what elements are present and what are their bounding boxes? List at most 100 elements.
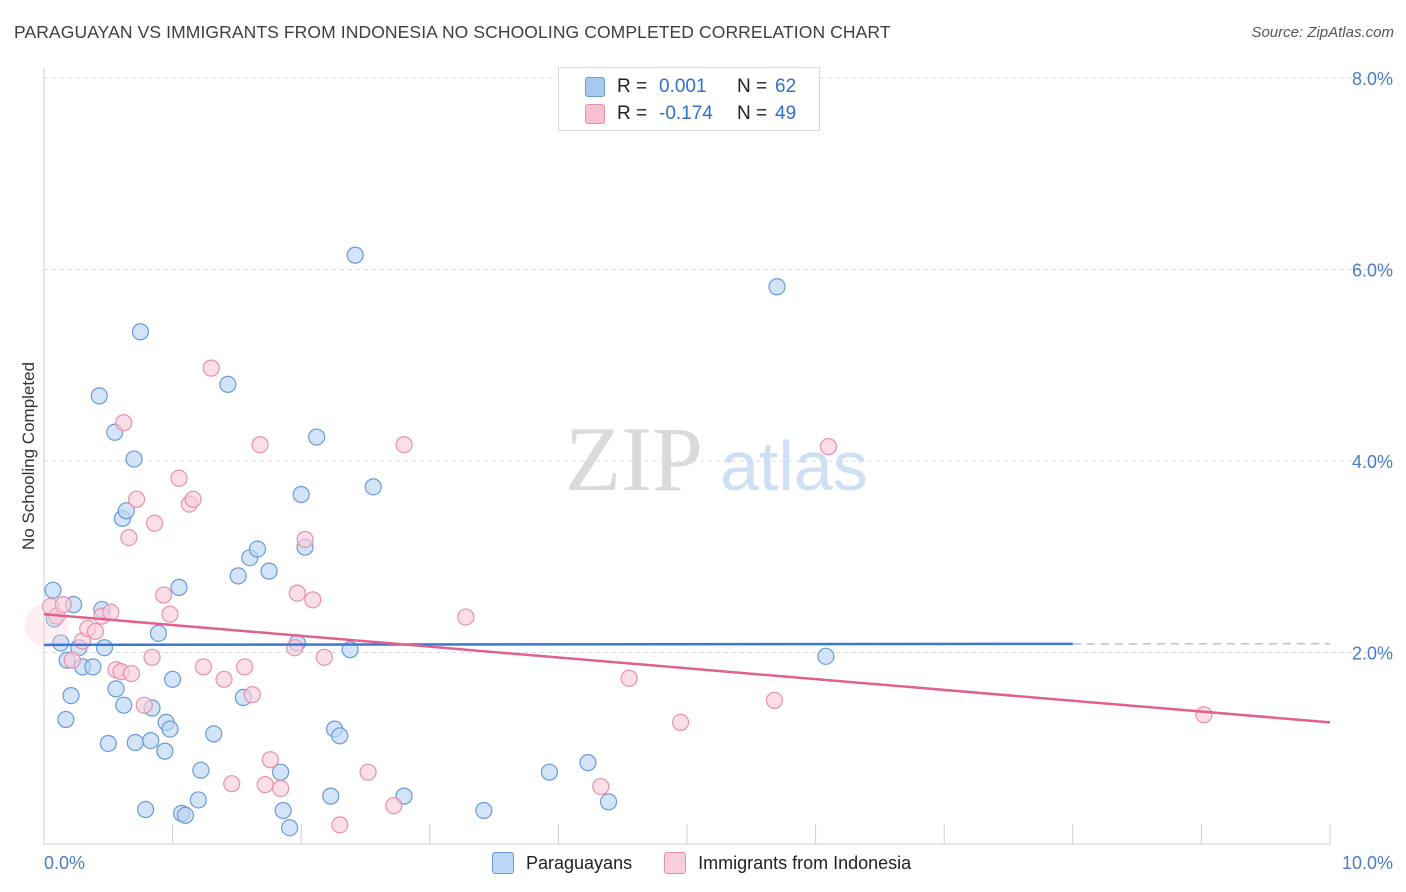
- data-point[interactable]: [260, 562, 278, 580]
- data-point[interactable]: [189, 791, 207, 809]
- data-point[interactable]: [184, 490, 202, 508]
- data-point[interactable]: [62, 686, 80, 705]
- data-point[interactable]: [296, 530, 314, 549]
- data-point[interactable]: [219, 375, 237, 393]
- data-point[interactable]: [292, 485, 310, 504]
- legend-label: Immigrants from Indonesia: [698, 852, 912, 873]
- data-point[interactable]: [95, 639, 114, 657]
- data-point[interactable]: [288, 584, 306, 602]
- data-point[interactable]: [117, 502, 135, 520]
- data-point[interactable]: [136, 800, 155, 819]
- data-point[interactable]: [145, 514, 164, 532]
- data-point[interactable]: [229, 567, 247, 585]
- data-point[interactable]: [115, 696, 133, 714]
- data-point[interactable]: [194, 658, 213, 676]
- data-point[interactable]: [84, 658, 102, 676]
- data-point[interactable]: [671, 713, 690, 731]
- data-point[interactable]: [579, 754, 597, 772]
- data-point[interactable]: [286, 639, 304, 657]
- data-point[interactable]: [170, 469, 188, 487]
- data-point[interactable]: [592, 777, 610, 796]
- data-point[interactable]: [243, 686, 261, 704]
- data-point[interactable]: [176, 806, 195, 824]
- data-point[interactable]: [57, 710, 75, 729]
- data-point[interactable]: [272, 779, 290, 798]
- data-point[interactable]: [99, 734, 117, 753]
- data-point[interactable]: [143, 648, 161, 666]
- legend-item-paraguayans[interactable]: Paraguayans: [492, 852, 632, 874]
- data-point[interactable]: [54, 596, 72, 614]
- trend-line: [43, 612, 1331, 724]
- y-axis-title: No Schooling Completed: [19, 362, 38, 550]
- source-label: Source: ZipAtlas.com: [1251, 24, 1394, 41]
- data-point[interactable]: [251, 436, 269, 454]
- data-point[interactable]: [63, 651, 81, 669]
- data-point[interactable]: [215, 670, 233, 688]
- data-point[interactable]: [52, 634, 70, 652]
- data-point[interactable]: [170, 578, 188, 596]
- data-point[interactable]: [149, 624, 168, 642]
- data-point[interactable]: [122, 664, 141, 683]
- data-point[interactable]: [364, 478, 382, 496]
- trend-line: [43, 642, 1073, 647]
- data-point[interactable]: [154, 586, 173, 604]
- axes: [43, 68, 1331, 845]
- data-point[interactable]: [304, 591, 322, 609]
- data-point[interactable]: [281, 819, 299, 837]
- data-point[interactable]: [223, 775, 241, 793]
- data-point[interactable]: [192, 761, 210, 779]
- data-point[interactable]: [331, 727, 349, 745]
- data-point[interactable]: [126, 733, 144, 752]
- data-point[interactable]: [346, 246, 364, 264]
- data-point[interactable]: [540, 763, 558, 781]
- data-point[interactable]: [620, 669, 638, 687]
- legend-swatch-pink: [585, 104, 605, 124]
- data-point[interactable]: [395, 436, 413, 454]
- data-point[interactable]: [90, 387, 108, 405]
- data-point[interactable]: [274, 801, 292, 820]
- data-point[interactable]: [457, 608, 475, 626]
- data-point[interactable]: [156, 742, 174, 760]
- data-point[interactable]: [817, 647, 835, 665]
- data-point[interactable]: [120, 528, 138, 547]
- data-point[interactable]: [331, 816, 349, 834]
- data-point[interactable]: [261, 751, 279, 769]
- watermark-atlas: atlas: [720, 427, 868, 505]
- data-point[interactable]: [202, 359, 220, 377]
- legend-label: Paraguayans: [526, 852, 633, 873]
- data-point[interactable]: [142, 731, 160, 750]
- data-point[interactable]: [475, 801, 493, 820]
- data-point[interactable]: [161, 720, 179, 738]
- data-point[interactable]: [102, 603, 120, 621]
- data-point[interactable]: [205, 725, 223, 743]
- data-point[interactable]: [256, 776, 274, 794]
- data-point[interactable]: [127, 490, 146, 508]
- legend-r-value: -0.174: [659, 103, 713, 124]
- legend-item-indonesia[interactable]: Immigrants from Indonesia: [664, 852, 911, 874]
- data-point[interactable]: [44, 581, 62, 599]
- data-point[interactable]: [161, 605, 179, 623]
- data-point[interactable]: [135, 696, 153, 714]
- data-point[interactable]: [385, 797, 403, 815]
- data-point[interactable]: [107, 680, 125, 698]
- data-point[interactable]: [359, 763, 377, 781]
- data-point[interactable]: [768, 278, 786, 296]
- data-point[interactable]: [322, 787, 340, 805]
- data-point[interactable]: [599, 793, 618, 811]
- legend-n-value: 49: [775, 103, 797, 124]
- data-point[interactable]: [131, 323, 150, 341]
- legend-swatch-blue: [585, 77, 605, 97]
- data-point[interactable]: [86, 622, 105, 641]
- data-point[interactable]: [765, 691, 784, 709]
- y-tick-label: 2.0%: [1352, 644, 1393, 664]
- data-point[interactable]: [115, 414, 133, 432]
- data-point[interactable]: [125, 450, 143, 468]
- legend-n-label: N =: [737, 103, 768, 124]
- data-point[interactable]: [164, 670, 182, 688]
- data-point[interactable]: [308, 428, 326, 446]
- data-point[interactable]: [236, 658, 254, 676]
- data-point[interactable]: [1195, 706, 1213, 724]
- data-point[interactable]: [315, 648, 333, 666]
- data-point[interactable]: [819, 438, 838, 456]
- data-point[interactable]: [248, 540, 267, 558]
